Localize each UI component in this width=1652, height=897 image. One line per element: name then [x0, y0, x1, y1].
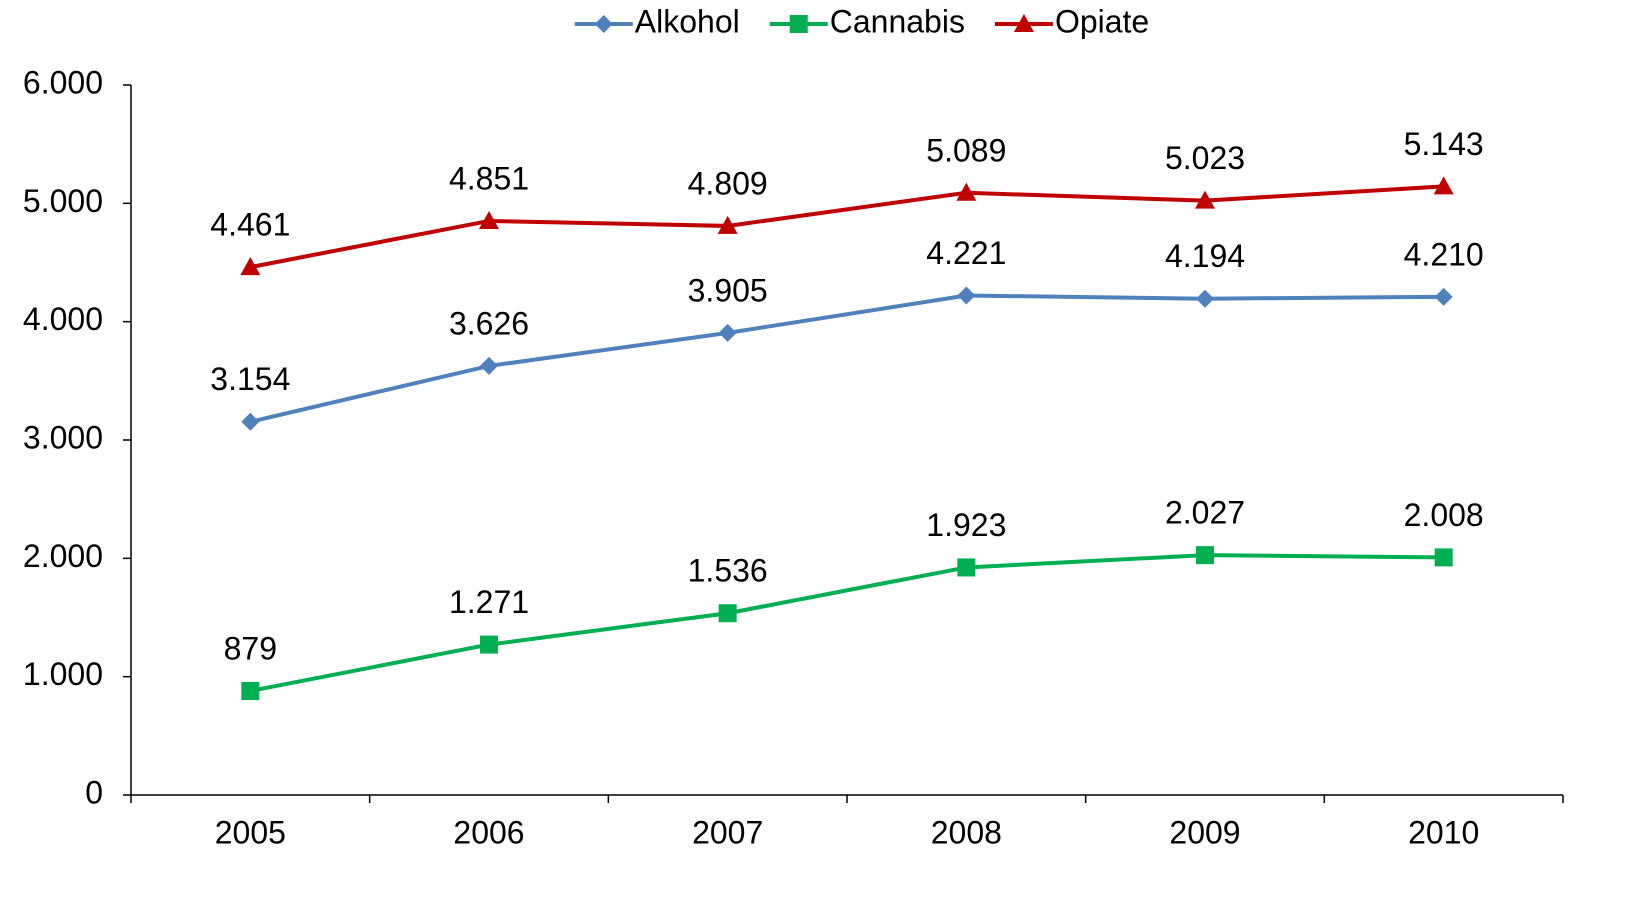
marker — [1196, 546, 1214, 565]
data-label: 4.210 — [1404, 236, 1484, 272]
y-tick-label: 2.000 — [23, 538, 103, 574]
marker — [957, 286, 976, 305]
marker — [594, 15, 613, 33]
y-tick-label: 4.000 — [23, 301, 103, 337]
legend-label: Opiate — [1055, 3, 1149, 39]
marker — [1434, 287, 1453, 306]
marker — [717, 215, 738, 234]
legend-label: Alkohol — [635, 3, 740, 39]
data-label: 4.194 — [1165, 238, 1245, 274]
y-tick-label: 6.000 — [23, 64, 103, 100]
data-label: 3.154 — [210, 361, 290, 397]
x-tick-label: 2006 — [453, 814, 524, 850]
data-label: 3.905 — [688, 272, 768, 308]
marker — [718, 604, 737, 623]
x-tick-label: 2005 — [215, 814, 286, 850]
x-tick-label: 2010 — [1408, 814, 1479, 850]
marker — [957, 558, 976, 577]
x-tick-label: 2008 — [931, 814, 1002, 850]
legend-item: Alkohol — [574, 3, 740, 39]
data-label: 2.027 — [1165, 495, 1245, 531]
x-tick-label: 2007 — [692, 814, 763, 850]
marker — [1013, 14, 1034, 32]
marker — [241, 681, 260, 700]
legend-item: Opiate — [994, 3, 1149, 39]
series-line — [249, 553, 1444, 693]
y-tick-label: 5.000 — [23, 183, 103, 219]
marker — [240, 257, 261, 276]
data-label: 3.626 — [449, 305, 529, 341]
y-tick-label: 0 — [85, 774, 103, 810]
marker — [718, 323, 737, 342]
data-label: 4.461 — [210, 207, 290, 243]
x-tick-label: 2009 — [1169, 814, 1240, 850]
data-label: 879 — [224, 630, 277, 666]
marker — [956, 182, 977, 201]
marker — [1196, 289, 1214, 308]
legend-label: Cannabis — [830, 3, 965, 39]
marker — [241, 412, 260, 431]
legend-item: Cannabis — [769, 3, 965, 39]
data-label: 1.923 — [926, 507, 1006, 543]
data-label: 1.536 — [688, 553, 768, 589]
marker — [479, 210, 499, 229]
marker — [1434, 548, 1453, 567]
series-line — [249, 293, 1444, 424]
data-label: 4.851 — [449, 160, 529, 196]
data-label: 5.023 — [1165, 140, 1245, 176]
marker — [1433, 176, 1454, 195]
data-label: 4.221 — [926, 235, 1006, 271]
marker — [480, 635, 498, 654]
y-tick-label: 1.000 — [23, 656, 103, 692]
marker — [480, 356, 498, 375]
data-label: 2.008 — [1404, 497, 1484, 533]
marker — [789, 15, 808, 33]
data-label: 4.809 — [688, 165, 768, 201]
data-label: 5.089 — [926, 132, 1006, 168]
data-label: 5.143 — [1404, 126, 1484, 162]
data-label: 1.271 — [449, 584, 529, 620]
series-line — [249, 184, 1444, 270]
marker — [1195, 190, 1215, 209]
y-tick-label: 3.000 — [23, 419, 103, 455]
